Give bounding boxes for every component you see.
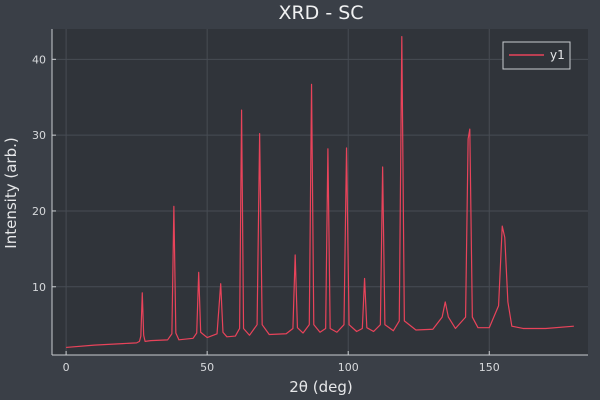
x-tick-label: 0: [63, 361, 70, 374]
x-axis-title: 2θ (deg): [289, 378, 352, 396]
tick-labels: 0 50 100 150 10 20 30 40: [32, 53, 500, 374]
x-tick-label: 150: [479, 361, 500, 374]
series-layer: [66, 35, 574, 349]
y-tick-label: 30: [32, 129, 46, 142]
chart-title: XRD - SC: [278, 2, 363, 24]
legend-label-y1: y1: [550, 48, 565, 62]
plot-area: [52, 29, 588, 355]
x-tick-label: 100: [338, 361, 359, 374]
gridlines: [52, 29, 588, 355]
y-tick-label: 10: [32, 281, 46, 294]
y-axis-title: Intensity (arb.): [2, 137, 20, 248]
y-tick-label: 20: [32, 205, 46, 218]
legend: y1: [502, 41, 571, 70]
axes: [51, 29, 588, 356]
y-tick-label: 40: [32, 53, 46, 66]
x-tick-label: 50: [200, 361, 214, 374]
series-line-y1: [66, 35, 574, 349]
